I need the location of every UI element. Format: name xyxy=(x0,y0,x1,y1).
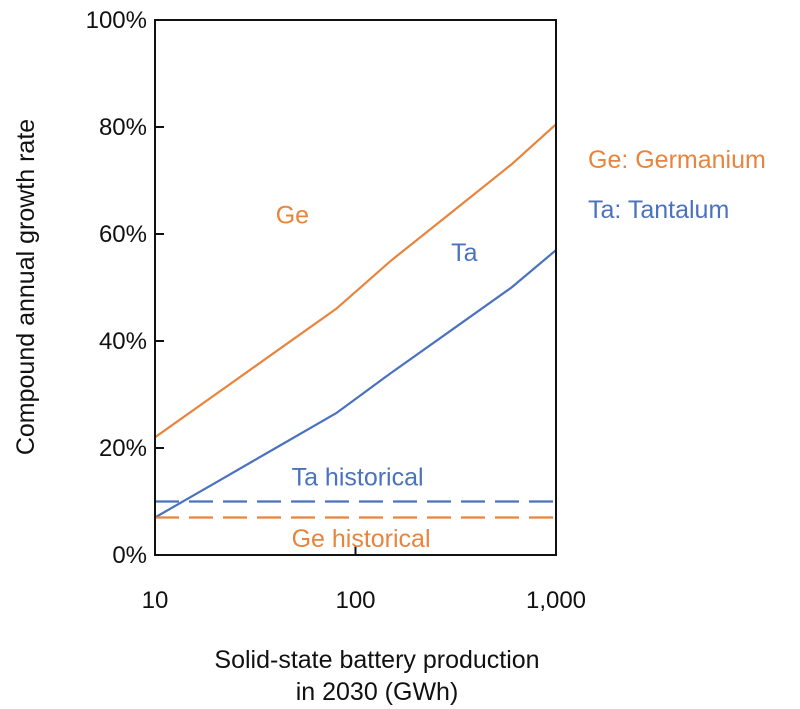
x-axis-title-line-2: in 2030 (GWh) xyxy=(296,678,459,706)
x-tick-label: 10 xyxy=(142,587,169,614)
series-annotation: Ge historical xyxy=(292,525,431,553)
y-tick-label: 80% xyxy=(99,114,147,141)
x-tick-label: 100 xyxy=(335,587,375,614)
series-annotation: Ge xyxy=(276,201,309,229)
y-tick-label: 0% xyxy=(112,542,147,569)
y-tick-label: 20% xyxy=(99,435,147,462)
y-tick-label: 40% xyxy=(99,328,147,355)
legend-entry: Ta: Tantalum xyxy=(588,196,729,224)
y-axis-ticks: 0% 20% 40% 60% 80% 100% xyxy=(86,7,164,569)
series-annotation: Ta xyxy=(451,239,478,267)
legend: Ge: Germanium Ta: Tantalum xyxy=(588,146,766,224)
x-tick-label: 1,000 xyxy=(526,587,586,614)
legend-entry: Ge: Germanium xyxy=(588,146,766,174)
x-axis-title-line-1: Solid-state battery production xyxy=(214,646,539,674)
y-tick-label: 60% xyxy=(99,221,147,248)
series-line-1 xyxy=(154,123,557,439)
plot-frame xyxy=(154,19,557,556)
series-lines xyxy=(154,123,557,519)
x-axis-ticks: 10 100 1,000 xyxy=(142,546,586,614)
series-annotations: Ge Ta Ta historical Ge historical xyxy=(276,201,478,553)
series-annotation: Ta historical xyxy=(292,463,424,491)
series-line-2 xyxy=(154,249,557,519)
y-tick-label: 100% xyxy=(86,7,147,34)
y-axis-title: Compound annual growth rate xyxy=(12,119,40,455)
